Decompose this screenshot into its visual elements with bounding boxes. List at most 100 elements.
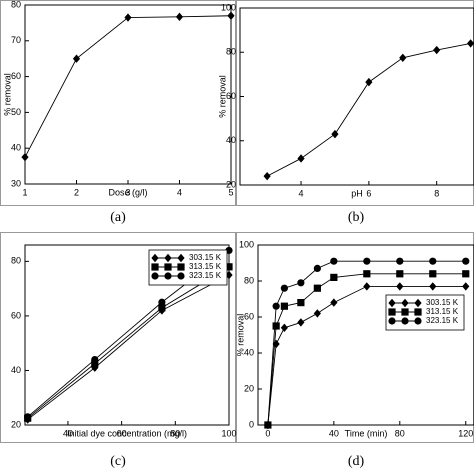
marker [158,298,166,306]
panel-frame [236,232,474,443]
marker [388,298,396,308]
y-tick-label: 70 [11,35,21,45]
legend-label: 303.15 K [189,253,222,262]
marker [414,317,422,325]
x-axis-label: Dose (g/l) [108,187,147,197]
marker [72,54,81,63]
marker [313,264,321,272]
marker [164,253,172,263]
marker [313,309,321,318]
marker [330,257,338,265]
marker [24,413,32,421]
y-tick-label: 60 [226,91,236,101]
x-tick-label: 80 [170,428,180,438]
y-tick-label: 20 [11,419,21,429]
marker [297,154,305,163]
plot-area [257,244,474,426]
marker [396,257,404,265]
marker [177,253,185,263]
y-tick-label: 60 [11,310,21,320]
marker [91,360,99,368]
marker [429,270,437,278]
marker [330,298,338,307]
data-line [24,15,232,158]
x-tick-label: 40 [63,428,73,438]
marker [313,284,321,292]
x-tick-label: 80 [395,428,405,438]
marker [21,152,29,162]
marker [433,45,441,55]
marker [462,270,470,278]
x-tick-label: 1 [22,187,27,197]
y-tick-label: 80 [244,275,254,285]
x-tick-label: 8 [434,188,439,198]
marker [91,355,99,364]
panel-frame [0,232,236,443]
y-tick-label: 80 [11,256,21,266]
plot-area [239,7,474,186]
marker [151,263,159,271]
data-line [27,274,230,420]
x-tick-label: 100 [221,428,236,438]
x-tick-label: 6 [366,188,371,198]
y-axis-label: % removal [217,75,227,118]
y-axis-label: % removal [235,314,245,357]
x-tick-label: 40 [329,428,339,438]
marker [363,270,371,278]
y-tick-label: 100 [221,2,236,12]
x-tick-label: 4 [299,188,304,198]
legend-label: 313.15 K [426,307,459,316]
x-tick-label: 0 [265,428,270,438]
y-tick-label: 20 [244,383,254,393]
data-line [267,273,466,426]
marker [467,39,474,48]
marker [272,302,280,310]
data-line [267,285,466,426]
y-tick-label: 80 [11,0,21,9]
x-tick-label: 60 [117,428,127,438]
marker [177,263,185,271]
marker [462,282,470,291]
marker [225,263,233,271]
marker [264,421,272,429]
caption: (b) [348,210,365,225]
caption: (a) [110,210,126,225]
panel-frame [0,0,236,206]
marker [297,299,305,307]
legend-label: 323.15 K [189,271,222,280]
caption: (d) [348,454,365,469]
plot-area [24,244,230,426]
y-tick-label: 60 [11,71,21,81]
y-tick-label: 30 [11,178,21,188]
marker [396,270,404,278]
y-tick-label: 80 [226,47,236,57]
marker [401,298,409,308]
marker [175,12,184,22]
marker [462,257,470,265]
marker [280,323,288,332]
data-line [267,260,466,426]
marker [124,13,132,22]
marker [429,257,437,265]
marker [227,11,235,20]
data-line [266,42,471,177]
marker [177,272,185,280]
y-tick-label: 50 [11,107,21,117]
marker [414,298,422,308]
y-tick-label: 40 [11,143,21,153]
marker [401,308,409,316]
caption: (c) [110,454,126,469]
marker [297,318,305,327]
marker [388,308,396,316]
plot-area [24,4,232,185]
marker [365,77,373,87]
x-tick-label: 4 [177,187,182,197]
marker [399,53,407,62]
marker [280,302,288,310]
marker [263,171,271,181]
x-tick-label: 120 [458,428,473,438]
x-axis-label: Time (min) [345,428,388,438]
y-tick-label: 60 [244,311,254,321]
marker [429,282,437,291]
